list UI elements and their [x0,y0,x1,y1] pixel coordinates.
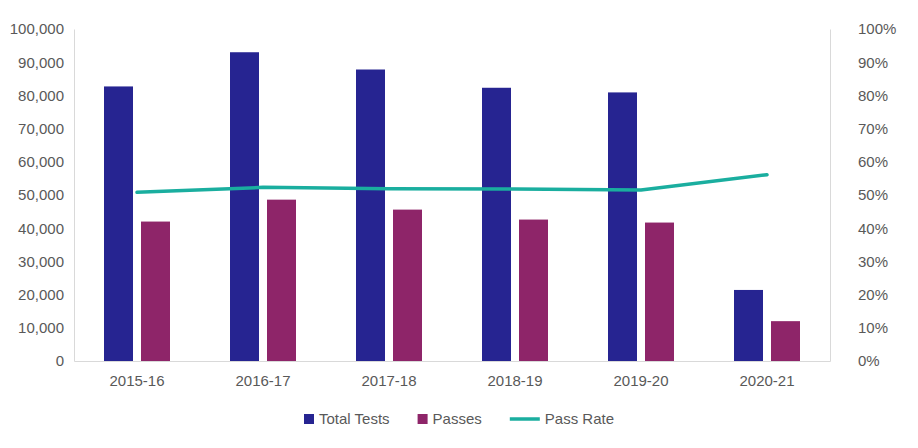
tick: 70,000 [18,120,74,137]
tick: 40,000 [18,220,74,237]
tick-label: 100% [858,20,896,37]
bar [104,86,133,361]
tick: 30,000 [18,253,74,270]
tick: 30% [830,253,888,270]
tick-label: 100,000 [10,20,64,37]
legend-item: Pass Rate [510,410,614,427]
tick: 20% [830,286,888,303]
legend-swatch [418,414,428,424]
tick: 60,000 [18,153,74,170]
tick-label: 0% [858,352,880,369]
tick: 2017-18 [361,361,416,389]
tick-label: 80% [858,87,888,104]
tick-label: 20,000 [18,286,64,303]
tick-label: 40% [858,220,888,237]
tick-label: 70% [858,120,888,137]
tick: 0 [56,352,74,369]
tick-label: 2017-18 [361,372,416,389]
tick: 2019-20 [613,361,668,389]
tick-label: 90,000 [18,54,64,71]
bar [356,70,385,361]
bar [734,290,763,361]
legend: Total Tests Passes Pass Rate [304,410,614,427]
tick: 20,000 [18,286,74,303]
legend-swatch [510,417,540,421]
tick: 2015-16 [109,361,164,389]
tick-label: 0 [56,352,64,369]
bar [482,88,511,361]
legend-swatch [304,414,314,424]
tick: 10,000 [18,319,74,336]
tick: 90,000 [18,54,74,71]
tick-label: 80,000 [18,87,64,104]
legend-label: Total Tests [319,410,390,427]
tick-label: 40,000 [18,220,64,237]
x-axis: 2015-16 2016-17 2017-18 2018-19 2019-20 2020-… [75,361,831,389]
bar [267,200,296,361]
tick-label: 20% [858,286,888,303]
tick: 90% [830,54,888,71]
tick: 10% [830,319,888,336]
tick: 80% [830,87,888,104]
tick: 2020-21 [739,361,794,389]
legend-item: Total Tests [304,410,390,427]
bar-series [141,200,800,361]
legend-label: Pass Rate [545,410,614,427]
tick: 40% [830,220,888,237]
tick: 70% [830,120,888,137]
tick: 60% [830,153,888,170]
tick-label: 2015-16 [109,372,164,389]
bar [608,92,637,361]
tick: 50% [830,186,888,203]
chart: 0 10,000 20,000 30,000 40,000 50,000 60,000 70,… [0,0,918,448]
tick: 0% [830,352,880,369]
tick: 100% [830,20,896,37]
tick-label: 50,000 [18,186,64,203]
tick-label: 70,000 [18,120,64,137]
tick-label: 60,000 [18,153,64,170]
legend-item: Passes [418,410,482,427]
tick-label: 2019-20 [613,372,668,389]
bar [393,210,422,361]
line [137,175,767,193]
bar [645,223,674,361]
bar [771,321,800,361]
axis-line [830,30,831,362]
bar-series [104,52,763,361]
tick-label: 2016-17 [235,372,290,389]
tick-label: 60% [858,153,888,170]
bar [230,52,259,361]
tick: 100,000 [10,20,74,37]
tick-label: 2018-19 [487,372,542,389]
tick-label: 50% [858,186,888,203]
tick: 2016-17 [235,361,290,389]
legend-label: Passes [433,410,482,427]
axis-line [75,361,831,362]
tick-label: 10% [858,319,888,336]
tick: 2018-19 [487,361,542,389]
tick: 80,000 [18,87,74,104]
y2-axis: 0% 10% 20% 30% 40% 50% 60% 70% 80% 90% 100% [830,20,896,369]
tick-label: 30,000 [18,253,64,270]
tick-label: 90% [858,54,888,71]
bar [141,222,170,361]
tick-label: 30% [858,253,888,270]
plot-area [104,52,800,361]
tick: 50,000 [18,186,74,203]
tick-label: 2020-21 [739,372,794,389]
axis-line [74,30,75,362]
y-axis: 0 10,000 20,000 30,000 40,000 50,000 60,000 70,… [10,20,75,369]
tick-label: 10,000 [18,319,64,336]
bar [519,220,548,361]
